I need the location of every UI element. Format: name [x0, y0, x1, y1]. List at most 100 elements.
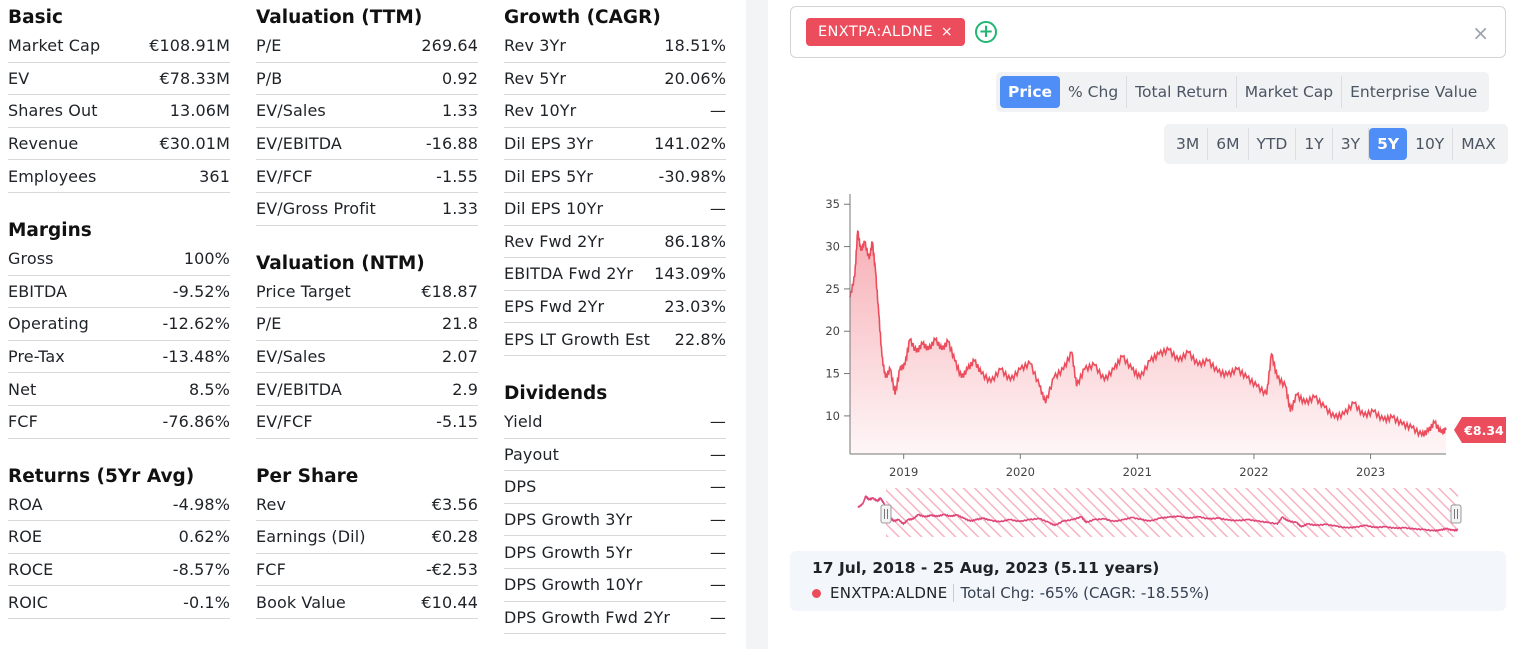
y-tick-label: 35 [825, 197, 840, 211]
stat-label: Rev [256, 494, 287, 514]
range-tab[interactable]: 10Y [1407, 128, 1454, 160]
stat-label: Rev 3Yr [504, 36, 567, 56]
stat-value: -13.48% [162, 347, 230, 367]
navigator-handle[interactable] [880, 504, 892, 524]
stat-value: 23.03% [664, 297, 726, 317]
stat-row: Rev Fwd 2Yr 86.18% [504, 226, 726, 259]
stat-label: DPS Growth 10Yr [504, 575, 643, 595]
metric-tab[interactable]: Market Cap [1237, 76, 1343, 108]
stat-value: 22.8% [674, 329, 726, 349]
stat-value: — [709, 477, 726, 497]
metric-tab[interactable]: Price [1000, 76, 1061, 108]
clear-search-icon[interactable]: × [1472, 21, 1489, 45]
stat-label: DPS Growth 5Yr [504, 542, 633, 562]
range-tab[interactable]: 1Y [1296, 128, 1333, 160]
stat-row: DPS Growth 3Yr — [504, 504, 726, 537]
stat-row: Net 8.5% [8, 373, 230, 406]
range-tab[interactable]: MAX [1461, 135, 1496, 153]
stat-row: EV/Sales 1.33 [256, 95, 478, 128]
stat-row: Operating -12.62% [8, 308, 230, 341]
stats-section: Returns (5Yr Avg) ROA -4.98% ROE 0.62% ROCE -8… [8, 465, 230, 619]
x-tick-label: 2019 [889, 465, 918, 479]
stat-value: -1.55 [436, 166, 478, 186]
stat-label: Book Value [256, 592, 346, 612]
ticker-chip-label: ENXTPA:ALDNE [818, 24, 933, 40]
stat-row: FCF -€2.53 [256, 554, 478, 587]
stat-value: 1.33 [441, 199, 478, 219]
price-chart[interactable]: 10 15 20 25 30 35 2019 2020 2021 2022 2023 €8.34 [790, 180, 1510, 550]
remove-ticker-icon[interactable]: × [940, 24, 954, 40]
stat-value: — [709, 542, 726, 562]
stats-section: Growth (CAGR) Rev 3Yr 18.51% Rev 5Yr 20.06% R… [504, 6, 726, 356]
stat-label: Payout [504, 444, 560, 464]
stats-section: Dividends Yield — Payout — DPS — DPS Growth 3Yr… [504, 382, 726, 635]
stat-value: €18.87 [421, 281, 478, 301]
stat-row: Market Cap €108.91M [8, 30, 230, 63]
stat-label: ROIC [8, 592, 49, 612]
stat-label: Dil EPS 3Yr [504, 134, 593, 154]
stats-section: Valuation (TTM) P/E 269.64 P/B 0.92 EV/Sales 1… [256, 6, 478, 226]
range-tab[interactable]: 5Y [1369, 128, 1408, 160]
stat-value: 1.33 [441, 101, 478, 121]
stat-value: 143.09% [654, 264, 726, 284]
metric-tabs: Price% Chg Total Return Market Cap Enterpri… [996, 72, 1490, 112]
stat-value: 0.62% [178, 527, 230, 547]
range-tab[interactable]: YTD [1249, 128, 1297, 160]
stat-value: — [709, 607, 726, 627]
section-title: Returns (5Yr Avg) [8, 465, 195, 487]
metric-tab[interactable]: Total Return [1127, 76, 1237, 108]
stat-value: 0.92 [441, 68, 478, 88]
stat-value: 18.51% [664, 36, 726, 56]
stat-label: Dil EPS 10Yr [504, 199, 604, 219]
stat-label: Pre-Tax [8, 347, 65, 367]
stat-row: Pre-Tax -13.48% [8, 341, 230, 374]
stat-row: Rev 3Yr 18.51% [504, 30, 726, 63]
stat-value: 361 [199, 166, 230, 186]
range-tab[interactable]: 3Y [1333, 128, 1370, 160]
navigator-line [857, 495, 1459, 533]
y-tick-label: 10 [825, 409, 840, 423]
stat-row: ROCE -8.57% [8, 554, 230, 587]
stat-value: 8.5% [188, 379, 230, 399]
stat-row: DPS Growth 10Yr — [504, 569, 726, 602]
stat-value: — [709, 101, 726, 121]
stat-label: EBITDA Fwd 2Yr [504, 264, 634, 284]
metric-tab[interactable]: % Chg [1060, 76, 1128, 108]
stat-value: -76.86% [162, 412, 230, 432]
stat-label: DPS Growth Fwd 2Yr [504, 607, 671, 627]
stat-row: Employees 361 [8, 160, 230, 193]
series-legend: ENXTPA:ALDNE Total Chg: -65% (CAGR: -18.… [812, 584, 1209, 602]
stats-column-3: Growth (CAGR) Rev 3Yr 18.51% Rev 5Yr 20.06% R… [504, 0, 726, 635]
stat-value: -8.57% [172, 560, 230, 580]
range-tab[interactable]: 6M [1208, 128, 1249, 160]
stat-row: Payout — [504, 439, 726, 472]
stat-label: Rev 5Yr [504, 68, 567, 88]
stat-label: P/E [256, 36, 282, 56]
stat-value: -0.1% [183, 592, 230, 612]
range-tab[interactable]: 3M [1168, 128, 1209, 160]
stat-label: P/B [256, 68, 283, 88]
navigator-selection [886, 488, 1458, 537]
range-tabs: 3M 6M YTD 1Y 3Y 5Y 10Y MAX [1164, 124, 1508, 164]
stat-label: P/E [256, 314, 282, 334]
stat-row: P/E 269.64 [256, 30, 478, 63]
ticker-chip[interactable]: ENXTPA:ALDNE × [806, 18, 966, 46]
stat-label: EBITDA [8, 281, 68, 301]
stat-value: 2.9 [452, 379, 478, 399]
price-area [850, 231, 1446, 454]
navigator-handle[interactable] [1450, 504, 1462, 524]
stat-row: Dil EPS 10Yr — [504, 193, 726, 226]
legend-ticker: ENXTPA:ALDNE [830, 584, 955, 602]
section-title: Per Share [256, 465, 359, 487]
stat-label: DPS [504, 477, 537, 497]
stats-section: Valuation (NTM) Price Target €18.87 P/E 21.8… [256, 252, 478, 439]
stat-label: ROCE [8, 560, 54, 580]
stat-row: EV/Gross Profit 1.33 [256, 193, 478, 226]
stats-column-2: Valuation (TTM) P/E 269.64 P/B 0.92 EV/Sales 1… [256, 0, 478, 619]
stat-row: Revenue €30.01M [8, 128, 230, 161]
stat-row: EV/Sales 2.07 [256, 341, 478, 374]
metric-tab[interactable]: Enterprise Value [1350, 83, 1478, 101]
stat-label: EV/Sales [256, 347, 326, 367]
add-ticker-icon[interactable]: + [975, 21, 997, 43]
ticker-search-box[interactable]: ENXTPA:ALDNE × + × [790, 6, 1506, 58]
